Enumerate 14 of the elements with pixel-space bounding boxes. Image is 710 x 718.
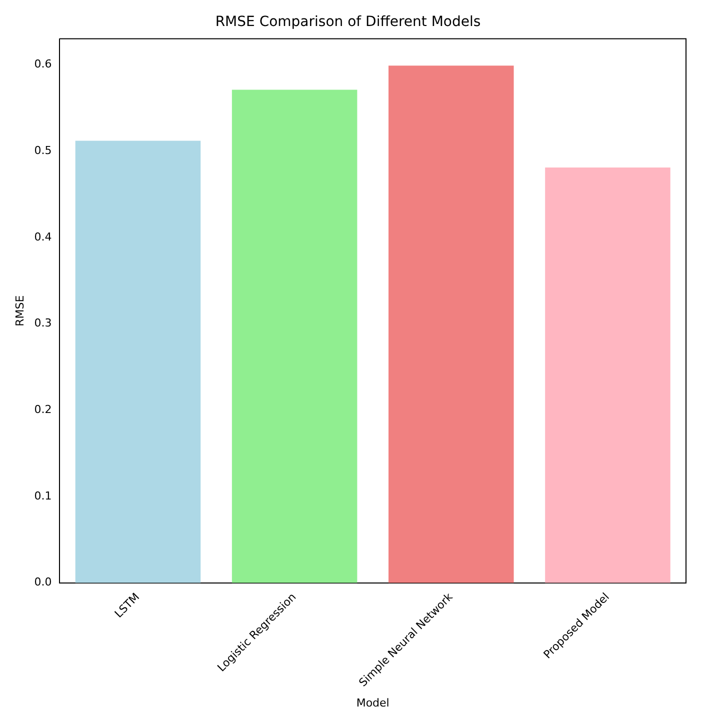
y-tick-label: 0.2 xyxy=(34,402,52,416)
x-axis-title: Model xyxy=(356,696,390,710)
y-tick-label: 0.4 xyxy=(34,230,52,244)
y-tick-label: 0.5 xyxy=(34,144,52,157)
chart-title: RMSE Comparison of Different Models xyxy=(215,14,481,30)
bar xyxy=(75,140,201,583)
bar xyxy=(388,66,514,583)
y-axis-title: RMSE xyxy=(13,295,26,326)
y-tick-label: 0.6 xyxy=(34,58,52,71)
y-tick-label: 0.0 xyxy=(34,576,52,589)
y-tick-label: 0.3 xyxy=(34,316,52,330)
bar xyxy=(232,90,358,583)
bar xyxy=(545,167,670,583)
y-tick-label: 0.1 xyxy=(34,489,52,502)
